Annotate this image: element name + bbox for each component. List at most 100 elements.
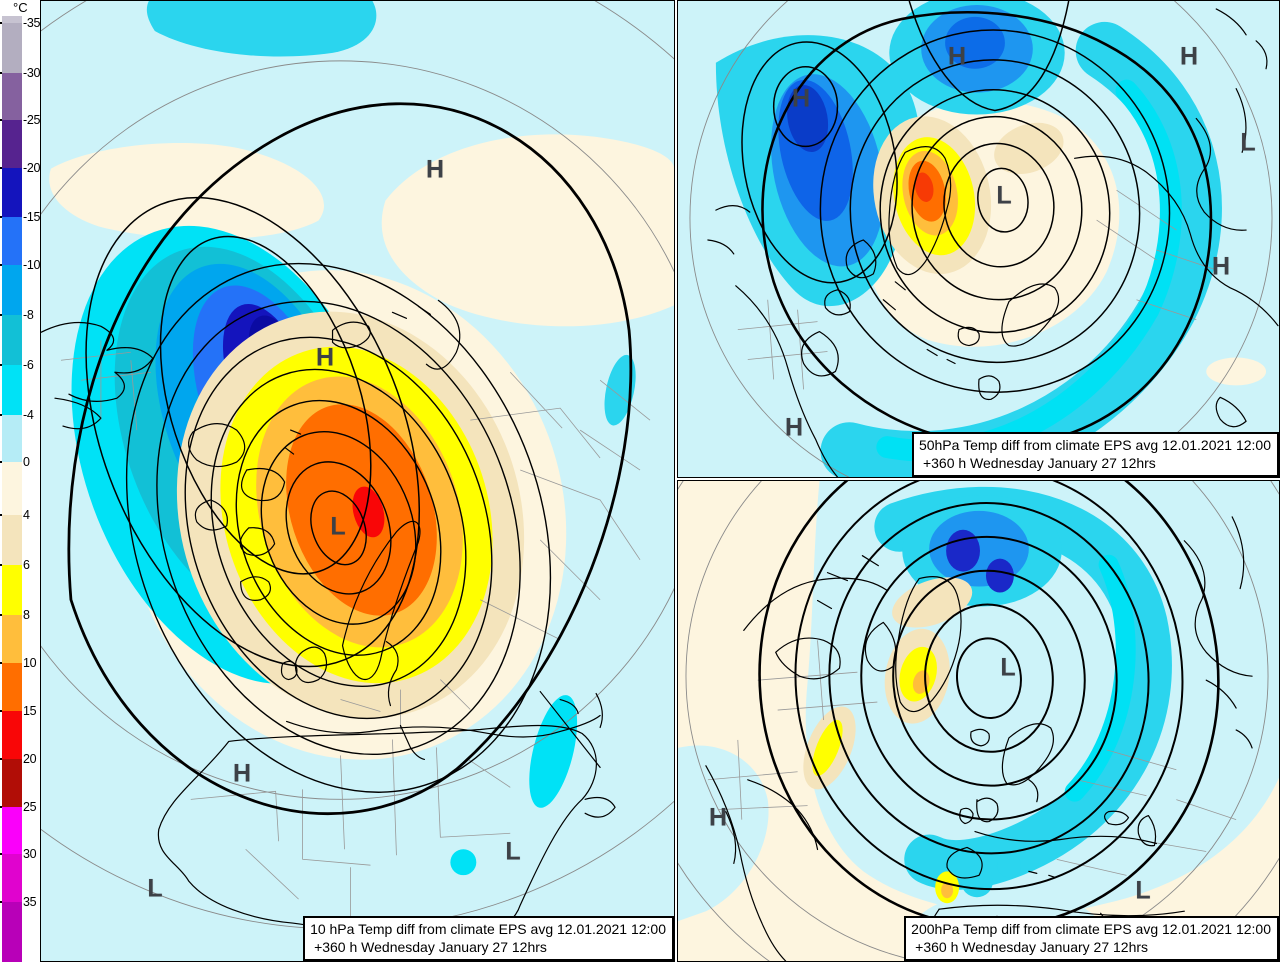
colorbar-tick-label: -25 [23,113,41,127]
colorbar-tick-mark [0,264,2,266]
colorbar-tick-mark [0,853,2,855]
colorbar-band [2,265,22,315]
colorbar-tick-label: 15 [23,704,37,718]
colorbar-band [2,565,22,615]
colorbar-tick-label: 8 [23,608,30,622]
panel-50hpa: H H H L L H H 50hPa Temp diff from climate EPS… [677,0,1280,478]
low-marker: L [330,512,346,541]
contour-lines-10hpa [67,102,633,815]
panel-10hpa: H H L H L L 10 hPa Temp diff from climate EPS… [40,0,675,962]
colorbar-tick-mark [0,614,2,616]
caption-200hpa: 200hPa Temp diff from climate EPS avg 12… [904,916,1279,961]
colorbar-tick-label: 25 [23,800,37,814]
caption-50hpa-line1: 50hPa Temp diff from climate EPS avg 12.… [918,437,1271,453]
colorbar-band [2,711,22,759]
colorbar-tick-label: 20 [23,752,37,766]
map-art-10hpa [41,1,674,961]
low-marker: L [147,874,163,903]
colorbar-band [2,807,22,854]
colorbar-tick-mark [0,564,2,566]
low-marker: L [1135,876,1151,905]
colorbar-tick-label: -10 [23,258,41,272]
colorbar-band [2,23,22,73]
colorbar-band [2,415,22,462]
coastlines-200hpa [705,516,1253,961]
contour-lines-50hpa [741,1,1213,447]
colorbar-tick-label: -4 [23,408,34,422]
high-marker: H [784,413,804,442]
colorbar-tick-label: 6 [23,558,30,572]
colorbar-cap-band [2,16,22,23]
colorbar-tick-mark [0,364,2,366]
colorbar-tick-mark [0,662,2,664]
coastlines-50hpa [707,8,1279,477]
colorbar-tick-mark [0,72,2,74]
colorbar-band [2,854,22,902]
colorbar-tick-mark [0,901,2,903]
high-marker: H [425,155,445,184]
colorbar-tick-mark [0,806,2,808]
caption-10hpa-line1: 10 hPa Temp diff from climate EPS avg 12… [310,921,666,937]
colorbar-tick-mark [0,758,2,760]
colorbar-tick-label: -20 [23,161,41,175]
colorbar-tick-label: 30 [23,847,37,861]
colorbar-band [2,663,22,711]
caption-10hpa-line2: +360 h Wednesday January 27 12hrs [314,939,547,955]
low-marker: L [1240,128,1256,157]
colorbar-tick-mark [0,22,2,24]
high-marker: H [232,759,252,788]
high-marker: H [315,343,335,372]
colorbar-band [2,365,22,415]
colorbar-bands [2,0,22,962]
caption-200hpa-line1: 200hPa Temp diff from climate EPS avg 12… [911,921,1271,937]
high-marker: H [791,84,811,113]
high-marker: H [1179,42,1199,71]
colorbar-tick-label: 35 [23,895,37,909]
colorbar-tick-label: -30 [23,66,41,80]
anomaly-fills-200hpa [678,481,1279,961]
country-borders-10hpa [60,340,651,930]
colorbar-tick-mark [0,167,2,169]
colorbar-band [2,902,22,962]
caption-50hpa-line2: +360 h Wednesday January 27 12hrs [922,455,1156,471]
caption-200hpa-line2: +360 h Wednesday January 27 12hrs [915,939,1149,955]
latitude-circles-50hpa [689,1,1273,477]
colorbar-tick-label: 4 [23,508,30,522]
colorbar-tick-mark [0,314,2,316]
colorbar-tick-label: -6 [23,358,34,372]
colorbar-band [2,168,22,217]
anomaly-fills-10hpa [49,1,674,876]
colorbar-band [2,759,22,807]
colorbar-tick-mark [0,461,2,463]
low-marker: L [996,181,1012,210]
low-marker: L [1000,653,1016,682]
high-marker: H [1211,252,1231,281]
colorbar-tick-label: 0 [23,455,30,469]
colorbar-tick-label: -35 [23,16,41,30]
map-art-200hpa [678,481,1279,961]
colorbar-tick-label: -15 [23,210,41,224]
colorbar-band [2,615,22,663]
colorbar-band [2,515,22,565]
high-marker: H [947,42,967,71]
colorbar-tick-mark [0,119,2,121]
colorbar-tick-mark [0,710,2,712]
caption-10hpa: 10 hPa Temp diff from climate EPS avg 12… [303,916,674,961]
colorbar-band [2,315,22,365]
colorbar-unit-label: °C [13,0,28,15]
colorbar-band [2,120,22,168]
colorbar-band [2,217,22,265]
colorbar: °C -35 -30 -25 -20 -15 -10 -8 -6 -4 0 4 6 8 10 15 20 25 3… [0,0,40,962]
low-marker: L [505,837,521,866]
colorbar-tick-mark [0,514,2,516]
colorbar-tick-label: -8 [23,308,34,322]
colorbar-tick-mark [0,414,2,416]
colorbar-tick-label: 10 [23,656,37,670]
caption-50hpa: 50hPa Temp diff from climate EPS avg 12.… [911,432,1279,477]
map-art-50hpa [678,1,1279,477]
country-borders-50hpa [737,189,1217,390]
colorbar-band [2,462,22,515]
colorbar-band [2,73,22,120]
latitude-circles-200hpa [678,481,1279,961]
